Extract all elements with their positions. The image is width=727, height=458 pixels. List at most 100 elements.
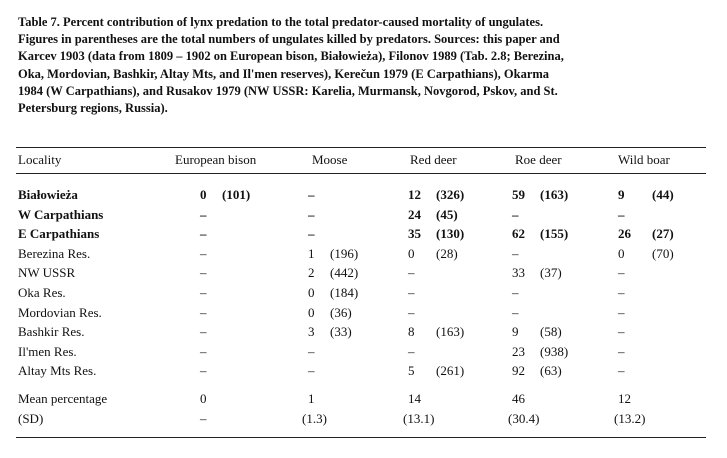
cell-value: – — [200, 226, 207, 242]
cell-value: 1 — [308, 391, 315, 406]
row-label: Altay Mts Res. — [18, 363, 97, 379]
cell-count: (28) — [436, 245, 458, 261]
row-label: NW USSR — [18, 265, 76, 281]
cell-value: (30.4) — [508, 411, 540, 426]
cell-value: – — [618, 324, 625, 340]
caption-line: 1984 (W Carpathians), and Rusakov 1979 (… — [18, 83, 558, 98]
cell-value: 12 — [408, 187, 421, 202]
cell-value: (1.3) — [302, 411, 327, 426]
cell-value: 0 — [308, 304, 315, 320]
cell-value: 0 — [408, 245, 415, 261]
cell-value: – — [200, 363, 207, 379]
cell-value: – — [512, 206, 519, 222]
cell-value: 62 — [512, 226, 525, 242]
cell-value: 33 — [512, 265, 525, 281]
cell-count: (326) — [436, 187, 465, 202]
cell-value: – — [618, 304, 625, 320]
cell-count: (163) — [540, 187, 569, 202]
caption-line: Petersburg regions, Russia). — [18, 101, 168, 115]
cell-value: – — [308, 343, 315, 359]
header-rule — [16, 173, 706, 174]
cell-value: 0 — [308, 285, 315, 300]
cell-value: – — [200, 411, 207, 426]
cell-value: – — [618, 206, 625, 222]
cell-count: (27) — [652, 226, 674, 242]
cell-count: (70) — [652, 245, 674, 261]
bottom-rule — [16, 437, 706, 438]
cell-value: 5 — [408, 363, 415, 379]
cell-count: (261) — [436, 363, 465, 379]
cell-value: – — [618, 265, 625, 281]
cell-count: (63) — [540, 363, 562, 379]
cell-count: (44) — [652, 187, 674, 202]
cell-value: 23 — [512, 343, 525, 359]
cell-value: 92 — [512, 363, 525, 379]
column-header: European bison — [175, 152, 257, 167]
cell-value: 59 — [512, 187, 525, 202]
cell-value: 46 — [512, 391, 525, 406]
cell-value: 0 — [200, 391, 207, 406]
cell-value: (13.2) — [614, 411, 646, 426]
cell-value: – — [512, 245, 519, 261]
cell-value: – — [200, 265, 207, 281]
cell-count: (163) — [436, 324, 465, 340]
cell-value: – — [308, 187, 315, 202]
cell-count: (101) — [222, 187, 251, 202]
caption-line: Oka, Mordovian, Bashkir, Altay Mts, and … — [18, 66, 550, 81]
column-header: Red deer — [410, 152, 457, 167]
cell-count: (33) — [330, 324, 352, 340]
cell-value: – — [408, 265, 415, 281]
column-header: Roe deer — [515, 152, 562, 167]
cell-count: (442) — [330, 265, 359, 281]
cell-value: 35 — [408, 226, 421, 242]
cell-value: 0 — [618, 245, 625, 261]
cell-count: (184) — [330, 285, 359, 300]
cell-value: 2 — [308, 265, 315, 281]
cell-value: 24 — [408, 206, 421, 222]
row-label: E Carpathians — [18, 226, 100, 242]
cell-value: – — [200, 324, 207, 340]
caption-line: Karcev 1903 (data from 1809 – 1902 on Eu… — [18, 49, 564, 64]
row-label: Il'men Res. — [18, 343, 77, 359]
cell-count: (37) — [540, 265, 562, 281]
cell-value: 26 — [618, 226, 631, 242]
row-label: (SD) — [18, 411, 44, 426]
cell-value: – — [618, 343, 625, 359]
cell-count: (130) — [436, 226, 465, 242]
cell-value: – — [200, 206, 207, 222]
cell-value: 9 — [512, 324, 519, 340]
cell-value: 12 — [618, 391, 631, 406]
row-label: Mordovian Res. — [18, 304, 102, 320]
column-header: Wild boar — [618, 152, 670, 167]
column-header: Locality — [18, 152, 62, 167]
cell-count: (938) — [540, 343, 569, 359]
row-label: Białowieża — [18, 187, 78, 202]
row-label: Berezina Res. — [18, 245, 91, 261]
cell-value: – — [408, 304, 415, 320]
cell-count: (45) — [436, 206, 458, 222]
cell-value: – — [618, 285, 625, 300]
column-header: Moose — [312, 152, 348, 167]
cell-value: (13.1) — [403, 411, 435, 426]
cell-value: – — [408, 285, 415, 300]
cell-value: – — [200, 245, 207, 261]
cell-value: – — [200, 285, 207, 300]
cell-value: – — [200, 304, 207, 320]
caption-line: Figures in parentheses are the total num… — [18, 32, 560, 47]
row-label: W Carpathians — [18, 206, 104, 222]
cell-value: – — [308, 363, 315, 379]
cell-value: – — [618, 363, 625, 379]
cell-value: 0 — [200, 187, 207, 202]
cell-value: 1 — [308, 245, 315, 261]
cell-value: – — [512, 304, 519, 320]
cell-value: 8 — [408, 324, 415, 340]
cell-value: 9 — [618, 187, 625, 202]
cell-value: – — [308, 206, 315, 222]
cell-value: – — [308, 226, 315, 242]
cell-value: – — [512, 285, 519, 300]
caption-line: Table 7. Percent contribution of lynx pr… — [18, 15, 544, 29]
cell-value: – — [408, 343, 415, 359]
cell-value: – — [200, 343, 207, 359]
cell-value: 14 — [408, 391, 421, 406]
row-label: Oka Res. — [18, 285, 66, 300]
